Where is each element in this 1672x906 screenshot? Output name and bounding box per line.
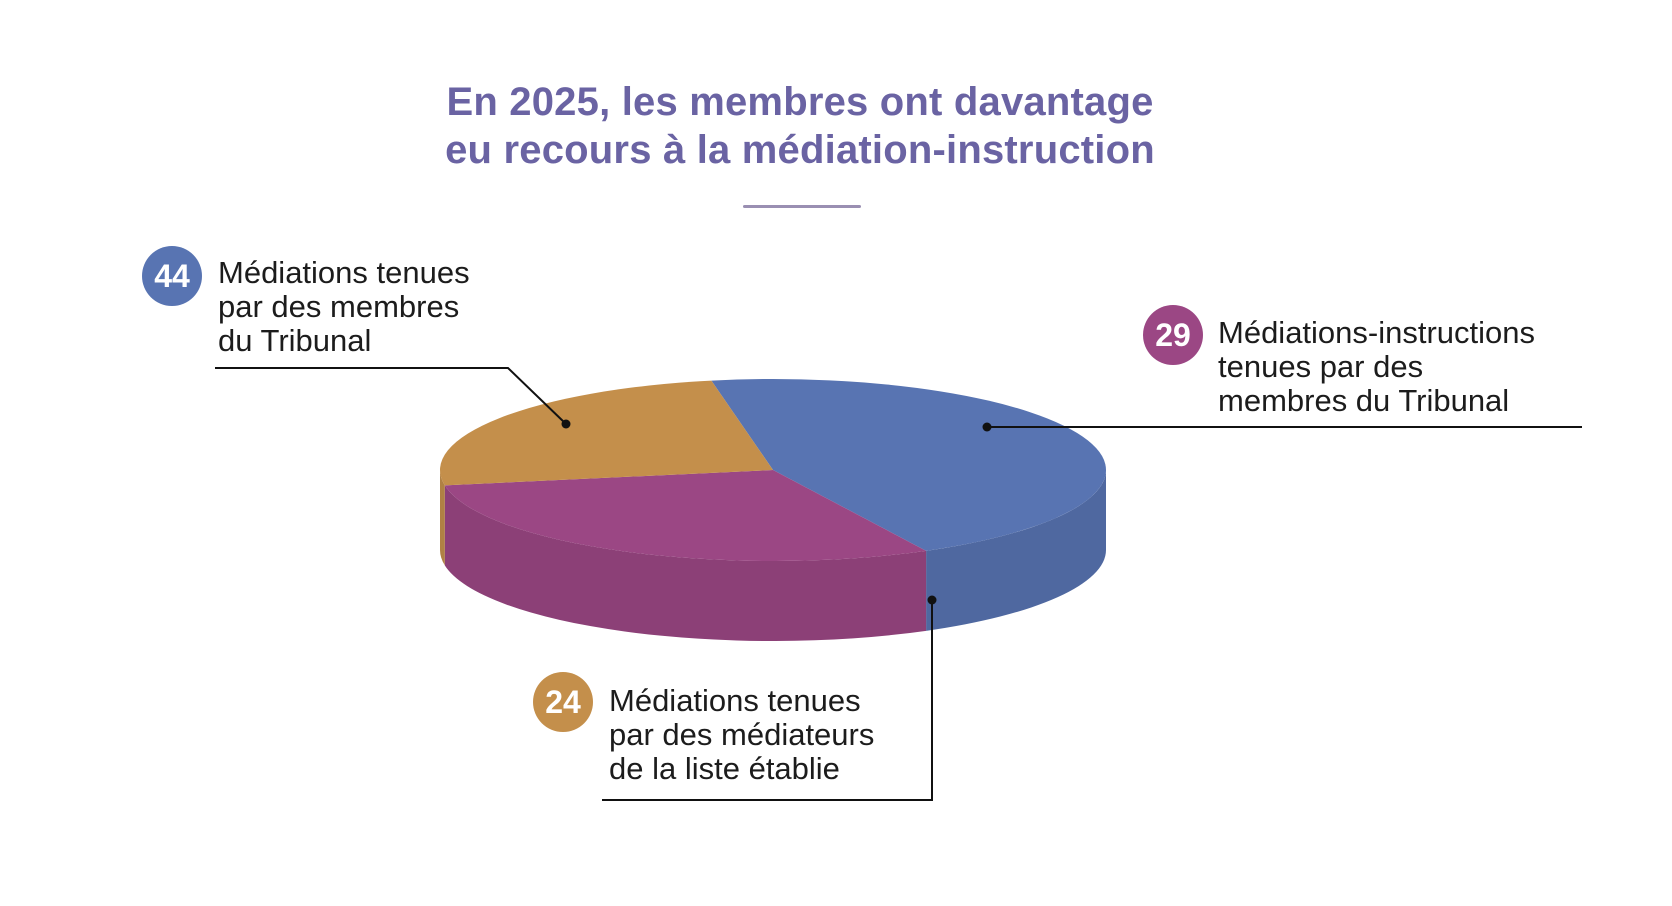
pie-slice-2	[440, 380, 773, 486]
badge-value-orange: 24	[533, 672, 593, 732]
title-divider	[743, 205, 861, 208]
pie-side-1	[444, 485, 927, 642]
legend-label-purple: Médiations-instructions tenues par des m…	[1218, 315, 1536, 418]
leader-dots	[561, 419, 992, 605]
chart-title: En 2025, les membres ont davantage eu re…	[0, 78, 1600, 174]
legend-label-blue: Médiations tenues par des membres du Tri…	[218, 255, 470, 358]
pie-side-2	[440, 470, 445, 566]
badge-value-blue: 44	[142, 246, 202, 306]
pie-side-0	[926, 470, 1106, 631]
leader-line-blue	[215, 367, 567, 425]
leader-dot-blue	[561, 419, 571, 429]
leader-lines	[215, 367, 1582, 801]
pie-slice-1	[444, 470, 927, 561]
legend-label-orange: Médiations tenues par des médiateurs de …	[609, 683, 875, 786]
chart-title-line-2: eu recours à la médiation-instruction	[445, 128, 1155, 172]
pie-sides	[440, 470, 1106, 642]
pie-top	[440, 379, 1107, 561]
leader-dot-orange	[927, 595, 937, 605]
badge-value-purple: 29	[1143, 305, 1203, 365]
pie-slice-0	[711, 379, 1107, 551]
leader-dot-purple	[982, 422, 992, 432]
chart-title-line-1: En 2025, les membres ont davantage	[446, 80, 1154, 124]
leader-line-orange	[602, 600, 933, 801]
